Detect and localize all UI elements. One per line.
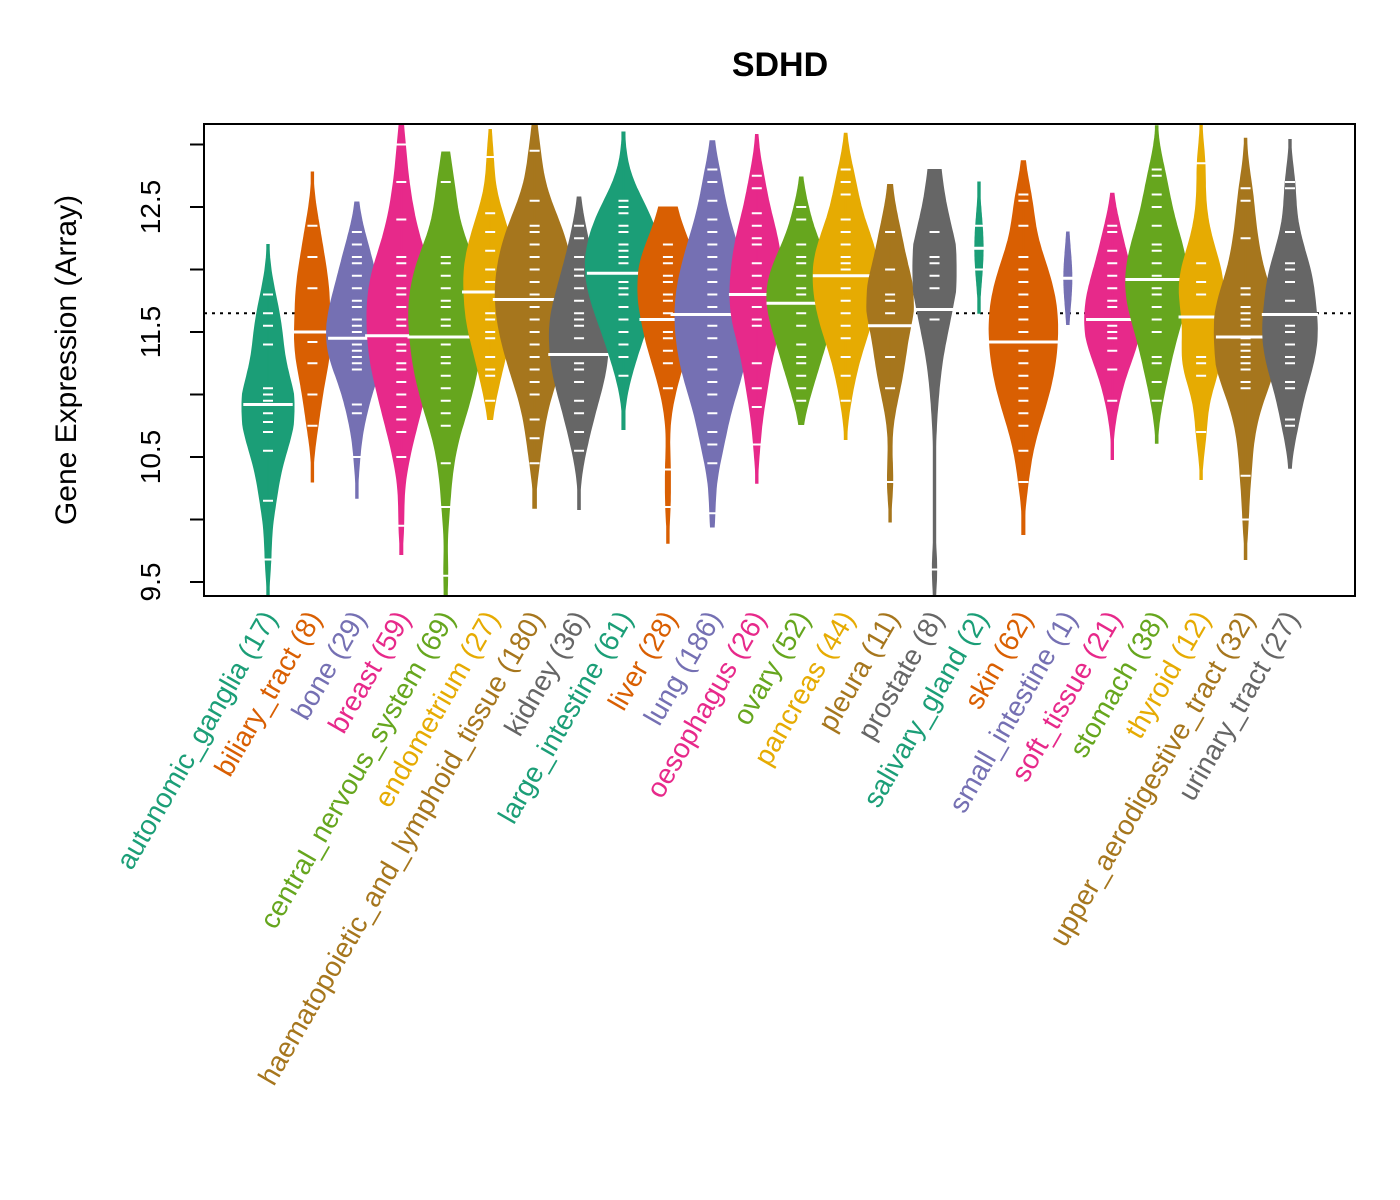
violin-soft-tissue [1084, 192, 1141, 460]
y-tick-label: 10.5 [135, 430, 166, 485]
y-tick-label: 12.5 [135, 180, 166, 235]
y-tick-label: 9.5 [135, 563, 166, 602]
violin-small-intestine [1059, 231, 1076, 325]
violin-oesophagus [728, 134, 785, 484]
violin-urinary-tract [1261, 139, 1319, 469]
violin-prostate [912, 169, 957, 596]
y-axis-label: Gene Expression (Array) [50, 195, 83, 525]
y-tick-label: 11.5 [135, 306, 166, 358]
violin-central-nervous-system [407, 151, 484, 596]
plot-frame [203, 123, 1356, 597]
violin-lung [670, 140, 755, 528]
violin-stomach [1125, 125, 1189, 444]
x-axis-labels: autonomic_ganglia (17)biliary_tract (8)b… [110, 606, 1305, 1091]
violin-pleura [866, 184, 914, 523]
y-axis: 9.5 10.5 11.5 12.5 [135, 143, 204, 602]
violin-biliary-tract [291, 171, 333, 483]
violin-thyroid [1178, 124, 1224, 480]
violin-upper-aerodigestive-tract [1213, 137, 1278, 560]
chart-title: SDHD [732, 46, 828, 84]
violin-autonomic-ganglia [241, 244, 295, 596]
plot-area [204, 124, 1355, 596]
violin-large-intestine [584, 131, 663, 430]
violin-salivary-gland [970, 181, 987, 314]
violin-pancreas [812, 132, 879, 440]
violin-haematopoietic-and-lymphoid-tissue [492, 124, 577, 509]
violin-skin [986, 160, 1061, 535]
